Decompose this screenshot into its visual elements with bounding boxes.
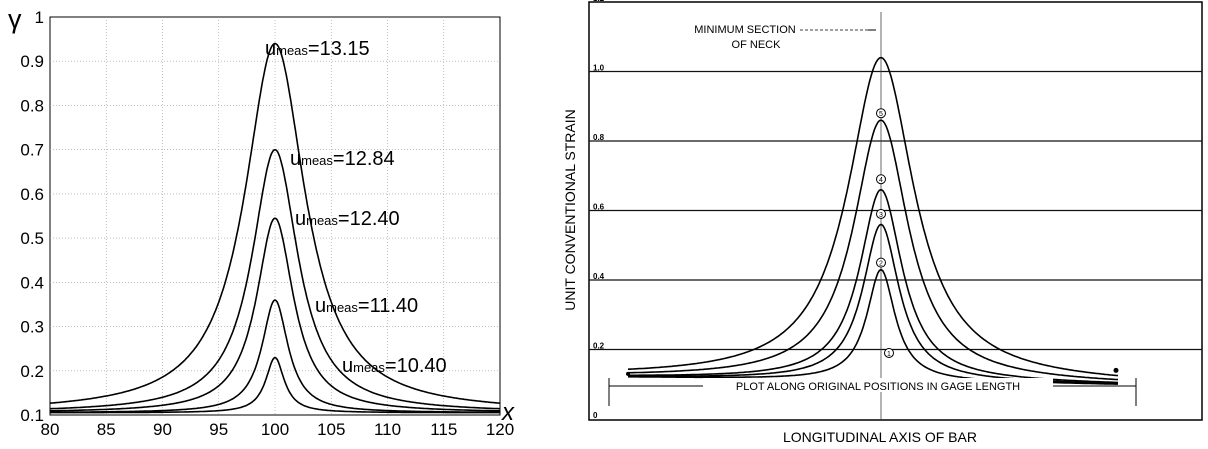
right-curve-marker-label: 1: [887, 351, 891, 358]
right-curve-marker-label: 4: [879, 177, 883, 184]
left-y-tick-label: 0.6: [20, 185, 44, 204]
right-curve-marker: [876, 174, 886, 185]
right-curve-marker: [876, 257, 886, 268]
left-x-tick-label: 115: [430, 420, 457, 439]
left-x-tick-label: 80: [41, 420, 60, 439]
right-y-tick-label: 0.2: [593, 342, 605, 351]
right-strain-curve: [627, 119, 1119, 381]
left-x-tick-label: 100: [261, 420, 289, 439]
right-strain-curve: [628, 56, 1119, 377]
right-curve-marker: [876, 108, 886, 119]
right-curve-marker-label: 3: [879, 212, 883, 219]
left-chart: 80 85 90 95 100 105 110 115 120 0.1 0.2 0.3 0.4 0.5 0.…: [8, 4, 515, 439]
left-y-tick-label: 0.3: [20, 318, 44, 337]
right-grid: [589, 12, 1202, 419]
left-series-label: umeas=10.40: [342, 355, 447, 377]
left-x-tick-label: 110: [374, 420, 401, 439]
right-y-tick-label: 0.4: [593, 272, 605, 281]
left-series-line: [49, 356, 501, 414]
right-x-axis-label: LONGITUDINAL AXIS OF BAR: [783, 429, 977, 445]
left-y-tick-label: 0.5: [20, 229, 44, 248]
left-x-tick-label: 105: [317, 420, 345, 439]
left-series-line: [50, 217, 500, 412]
left-x-tick-label: 120: [486, 420, 514, 439]
right-end-point: [626, 371, 630, 376]
right-chart: 0 0.2 0.4 0.6 0.8 1.0 1.2 5 4 3 2 1 UNIT CONVENTIO…: [562, 0, 1203, 445]
right-end-point: [1113, 367, 1119, 373]
gage-annotation: PLOT ALONG ORIGINAL POSITIONS IN GAGE LE…: [736, 381, 1020, 393]
left-y-tick-label: 0.7: [20, 141, 44, 160]
left-series-line: [50, 299, 500, 413]
right-y-tick-label: 0.6: [593, 203, 605, 212]
neck-annotation-line1: MINIMUM SECTION: [694, 24, 795, 36]
left-series-label: umeas=13.15: [265, 38, 370, 60]
left-x-tick-label: 85: [97, 420, 116, 439]
left-y-tick-label: 0.9: [20, 52, 44, 71]
right-y-tick-label: 1.0: [593, 64, 605, 73]
left-x-tick-label: 90: [153, 420, 172, 439]
right-y-tick-label: 1.2: [593, 0, 605, 3]
left-series-label: umeas=11.40: [315, 295, 418, 317]
right-curve-marker: [876, 208, 886, 219]
left-curves: [49, 42, 501, 414]
right-curve-marker-label: 5: [879, 111, 883, 118]
right-ticks: 0 0.2 0.4 0.6 0.8 1.0 1.2: [593, 0, 605, 420]
gage-annotation-bg: [703, 378, 1053, 392]
left-series-label: umeas=12.40: [295, 208, 400, 230]
right-curve-marker: [884, 347, 894, 358]
left-y-tick-label: 0.1: [20, 406, 44, 425]
neck-annotation-line2: OF NECK: [732, 39, 782, 51]
left-y-tick-label: 1: [35, 8, 44, 27]
left-series-line: [49, 42, 501, 404]
left-x-axis-label: x: [501, 399, 515, 426]
right-markers: 5 4 3 2 1: [626, 108, 1119, 376]
left-y-tick-label: 0.4: [20, 273, 44, 292]
right-y-tick-label: 0: [593, 411, 598, 420]
left-grid: [50, 17, 500, 415]
left-y-tick-label: 0.2: [20, 362, 44, 381]
left-series-label: umeas=12.84: [290, 148, 395, 170]
neck-annotation-bg: [680, 20, 800, 60]
left-y-axis-label: γ: [8, 4, 22, 34]
left-x-tick-label: 95: [209, 420, 228, 439]
right-curve-marker-label: 2: [879, 261, 883, 268]
left-series-labels: umeas=13.15 umeas=12.84 umeas=12.40 umeas=1…: [265, 38, 447, 377]
right-y-tick-label: 0.8: [593, 133, 605, 142]
left-series-line: [50, 148, 500, 410]
left-ticks: 80 85 90 95 100 105 110 115 120 0.1 0.2 0.3 0.4 0.5 0.…: [20, 8, 514, 439]
left-y-tick-label: 0.8: [20, 96, 44, 115]
right-y-axis-label: UNIT CONVENTIONAL STRAIN: [562, 109, 578, 310]
